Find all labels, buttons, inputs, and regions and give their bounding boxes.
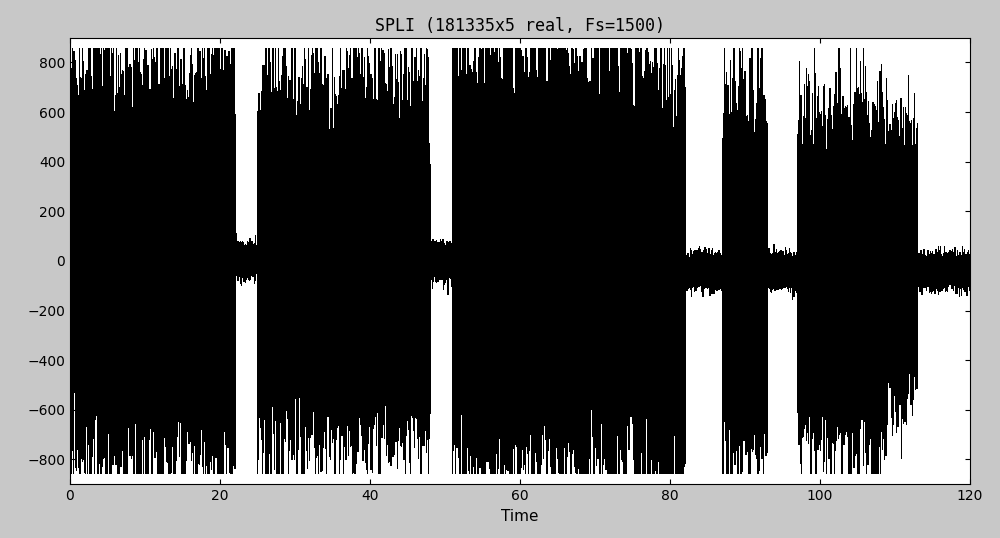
X-axis label: Time: Time — [501, 508, 539, 523]
Title: SPLI (181335x5 real, Fs=1500): SPLI (181335x5 real, Fs=1500) — [375, 17, 665, 35]
